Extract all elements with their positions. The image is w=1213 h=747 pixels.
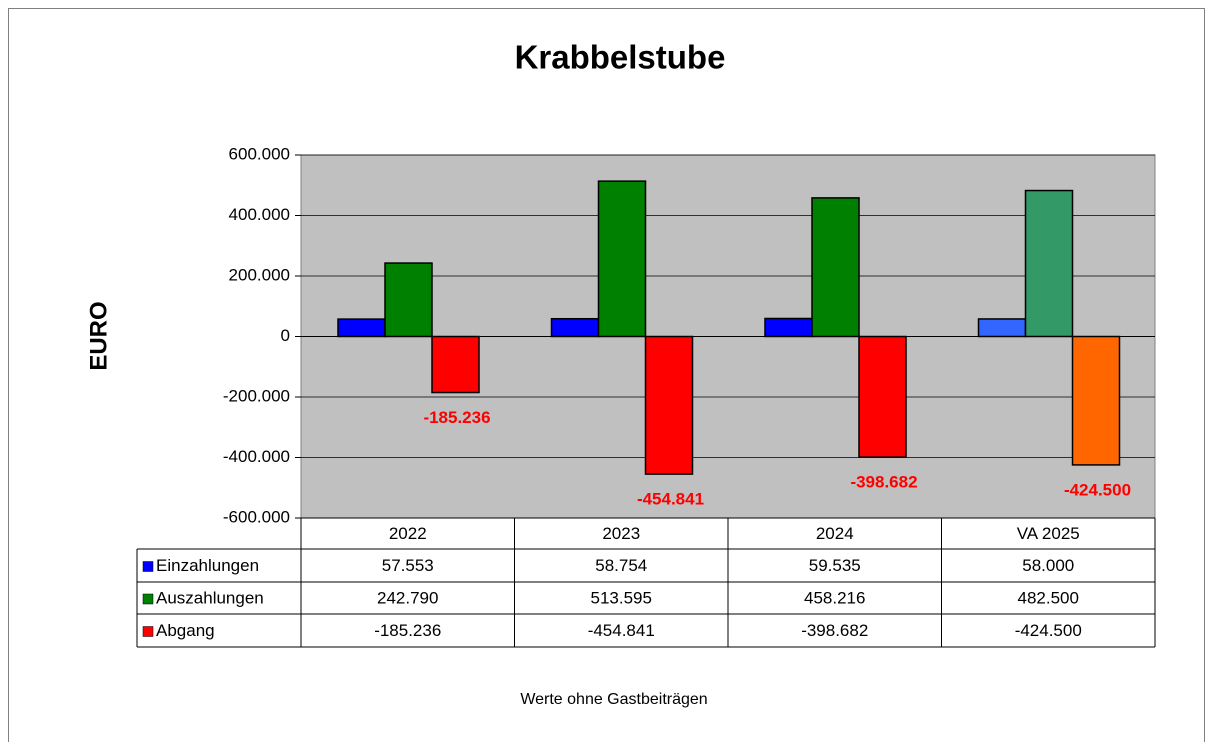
x-tick-label: 2023 <box>602 524 640 543</box>
table-cell: -398.682 <box>801 621 868 640</box>
table-cell: -454.841 <box>588 621 655 640</box>
data-label: -185.236 <box>423 408 490 427</box>
footnote: Werte ohne Gastbeiträgen <box>520 691 707 708</box>
table-cell: 242.790 <box>377 588 438 607</box>
table-cell: 58.000 <box>1022 556 1074 575</box>
y-tick-label: -200.000 <box>223 386 290 405</box>
bar <box>644 335 694 475</box>
legend-swatch <box>142 561 154 572</box>
data-label: -398.682 <box>850 473 917 492</box>
table-cell: -185.236 <box>374 621 441 640</box>
bar <box>977 318 1027 338</box>
table-cell: 57.553 <box>382 556 434 575</box>
table-cell: 482.500 <box>1018 588 1079 607</box>
table-cell: 58.754 <box>595 556 647 575</box>
y-tick-label: 400.000 <box>229 205 290 224</box>
legend-label: Auszahlungen <box>156 588 264 607</box>
legend-swatch <box>142 593 154 605</box>
bar <box>337 318 386 338</box>
x-tick-label: VA 2025 <box>1017 524 1080 543</box>
y-tick-label: 200.000 <box>229 265 290 284</box>
bar <box>1024 189 1074 338</box>
y-tick-label: 600.000 <box>229 144 290 163</box>
data-label: -424.500 <box>1064 480 1131 499</box>
legend-swatch <box>142 626 154 637</box>
bar <box>1071 335 1121 466</box>
bar <box>858 335 907 458</box>
table-cell: 458.216 <box>804 588 865 607</box>
table-cell: -424.500 <box>1015 621 1082 640</box>
y-tick-label: 0 <box>281 326 290 345</box>
bar <box>811 197 860 338</box>
table-cell: 513.595 <box>591 588 652 607</box>
bar <box>384 262 433 338</box>
y-tick-label: -600.000 <box>223 507 290 526</box>
x-tick-label: 2022 <box>389 524 427 543</box>
legend-label: Einzahlungen <box>156 556 259 575</box>
bar <box>431 335 480 394</box>
bar <box>597 180 647 338</box>
data-label: -454.841 <box>637 490 704 509</box>
y-tick-label: -400.000 <box>223 447 290 466</box>
table-cell: 59.535 <box>809 556 861 575</box>
legend-label: Abgang <box>156 621 215 640</box>
bar <box>764 317 813 338</box>
x-tick-label: 2024 <box>816 524 854 543</box>
chart-title: Krabbelstube <box>515 39 726 76</box>
y-axis-label: EURO <box>85 301 112 370</box>
bar <box>550 317 600 338</box>
